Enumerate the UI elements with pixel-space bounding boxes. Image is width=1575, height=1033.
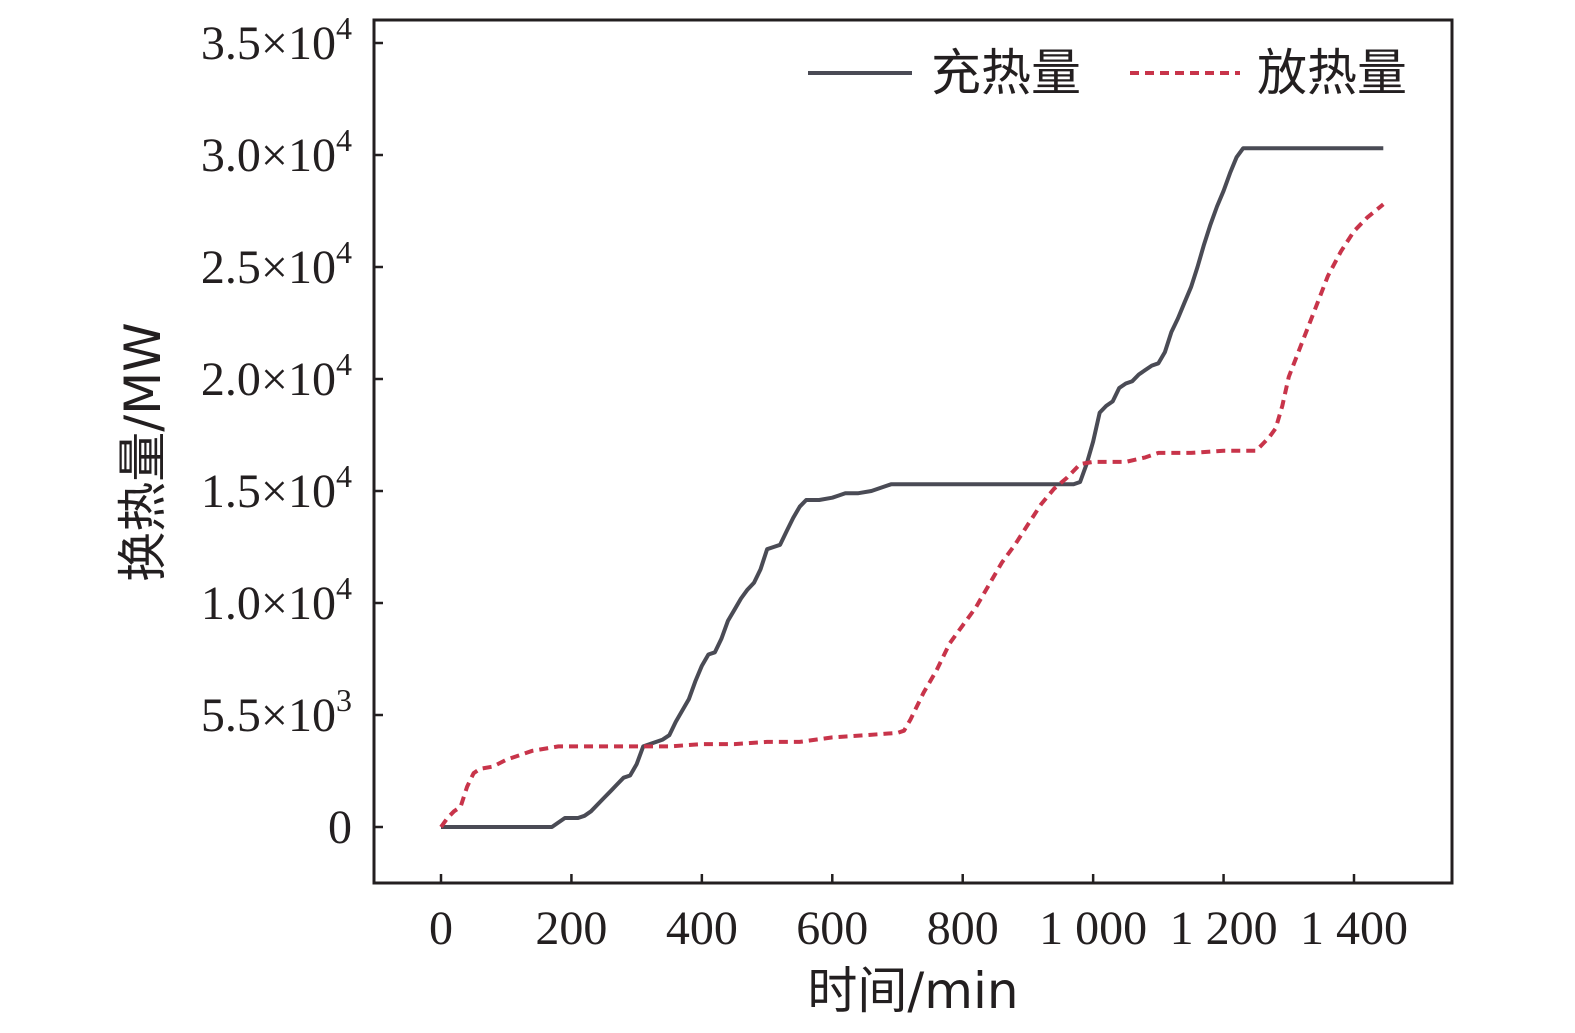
x-tick-label: 1 000 — [1039, 902, 1147, 955]
x-tick-label: 800 — [927, 902, 999, 955]
x-tick-label: 1 200 — [1170, 902, 1278, 955]
y-tick-label: 5.5×103 — [201, 682, 352, 742]
legend-label-discharge: 放热量 — [1257, 44, 1407, 102]
series-line-discharge — [439, 202, 1385, 829]
y-tick-label: 3.5×104 — [201, 10, 352, 70]
y-tick-label: 1.0×104 — [201, 570, 352, 630]
x-tick-label: 400 — [666, 902, 738, 955]
x-tick-label: 0 — [429, 902, 453, 955]
y-tick-label: 1.5×104 — [201, 458, 352, 518]
x-axis-title: 时间/min — [807, 962, 1018, 1020]
x-tick-label: 600 — [796, 902, 868, 955]
x-axis: 0 200 400 600 800 1 000 1 200 1 400 — [429, 874, 1408, 955]
x-tick-label: 1 400 — [1300, 902, 1408, 955]
y-tick-label: 0 — [328, 801, 352, 854]
x-tick-label: 200 — [535, 902, 607, 955]
y-tick-label: 3.0×104 — [201, 122, 352, 182]
plot-frame — [372, 18, 1454, 885]
y-tick-label: 2.0×104 — [201, 346, 352, 406]
legend-label-charge: 充热量 — [931, 44, 1081, 102]
legend: 充热量 放热量 — [808, 44, 1407, 102]
y-axis-title: 换热量/MW — [114, 322, 172, 581]
y-axis: 0 5.5×103 1.0×104 1.5×104 2.0×104 2.5×104 3.0×… — [201, 10, 383, 854]
series-layer — [439, 146, 1385, 829]
series-line-charge — [441, 146, 1384, 829]
y-tick-label: 2.5×104 — [201, 234, 352, 294]
